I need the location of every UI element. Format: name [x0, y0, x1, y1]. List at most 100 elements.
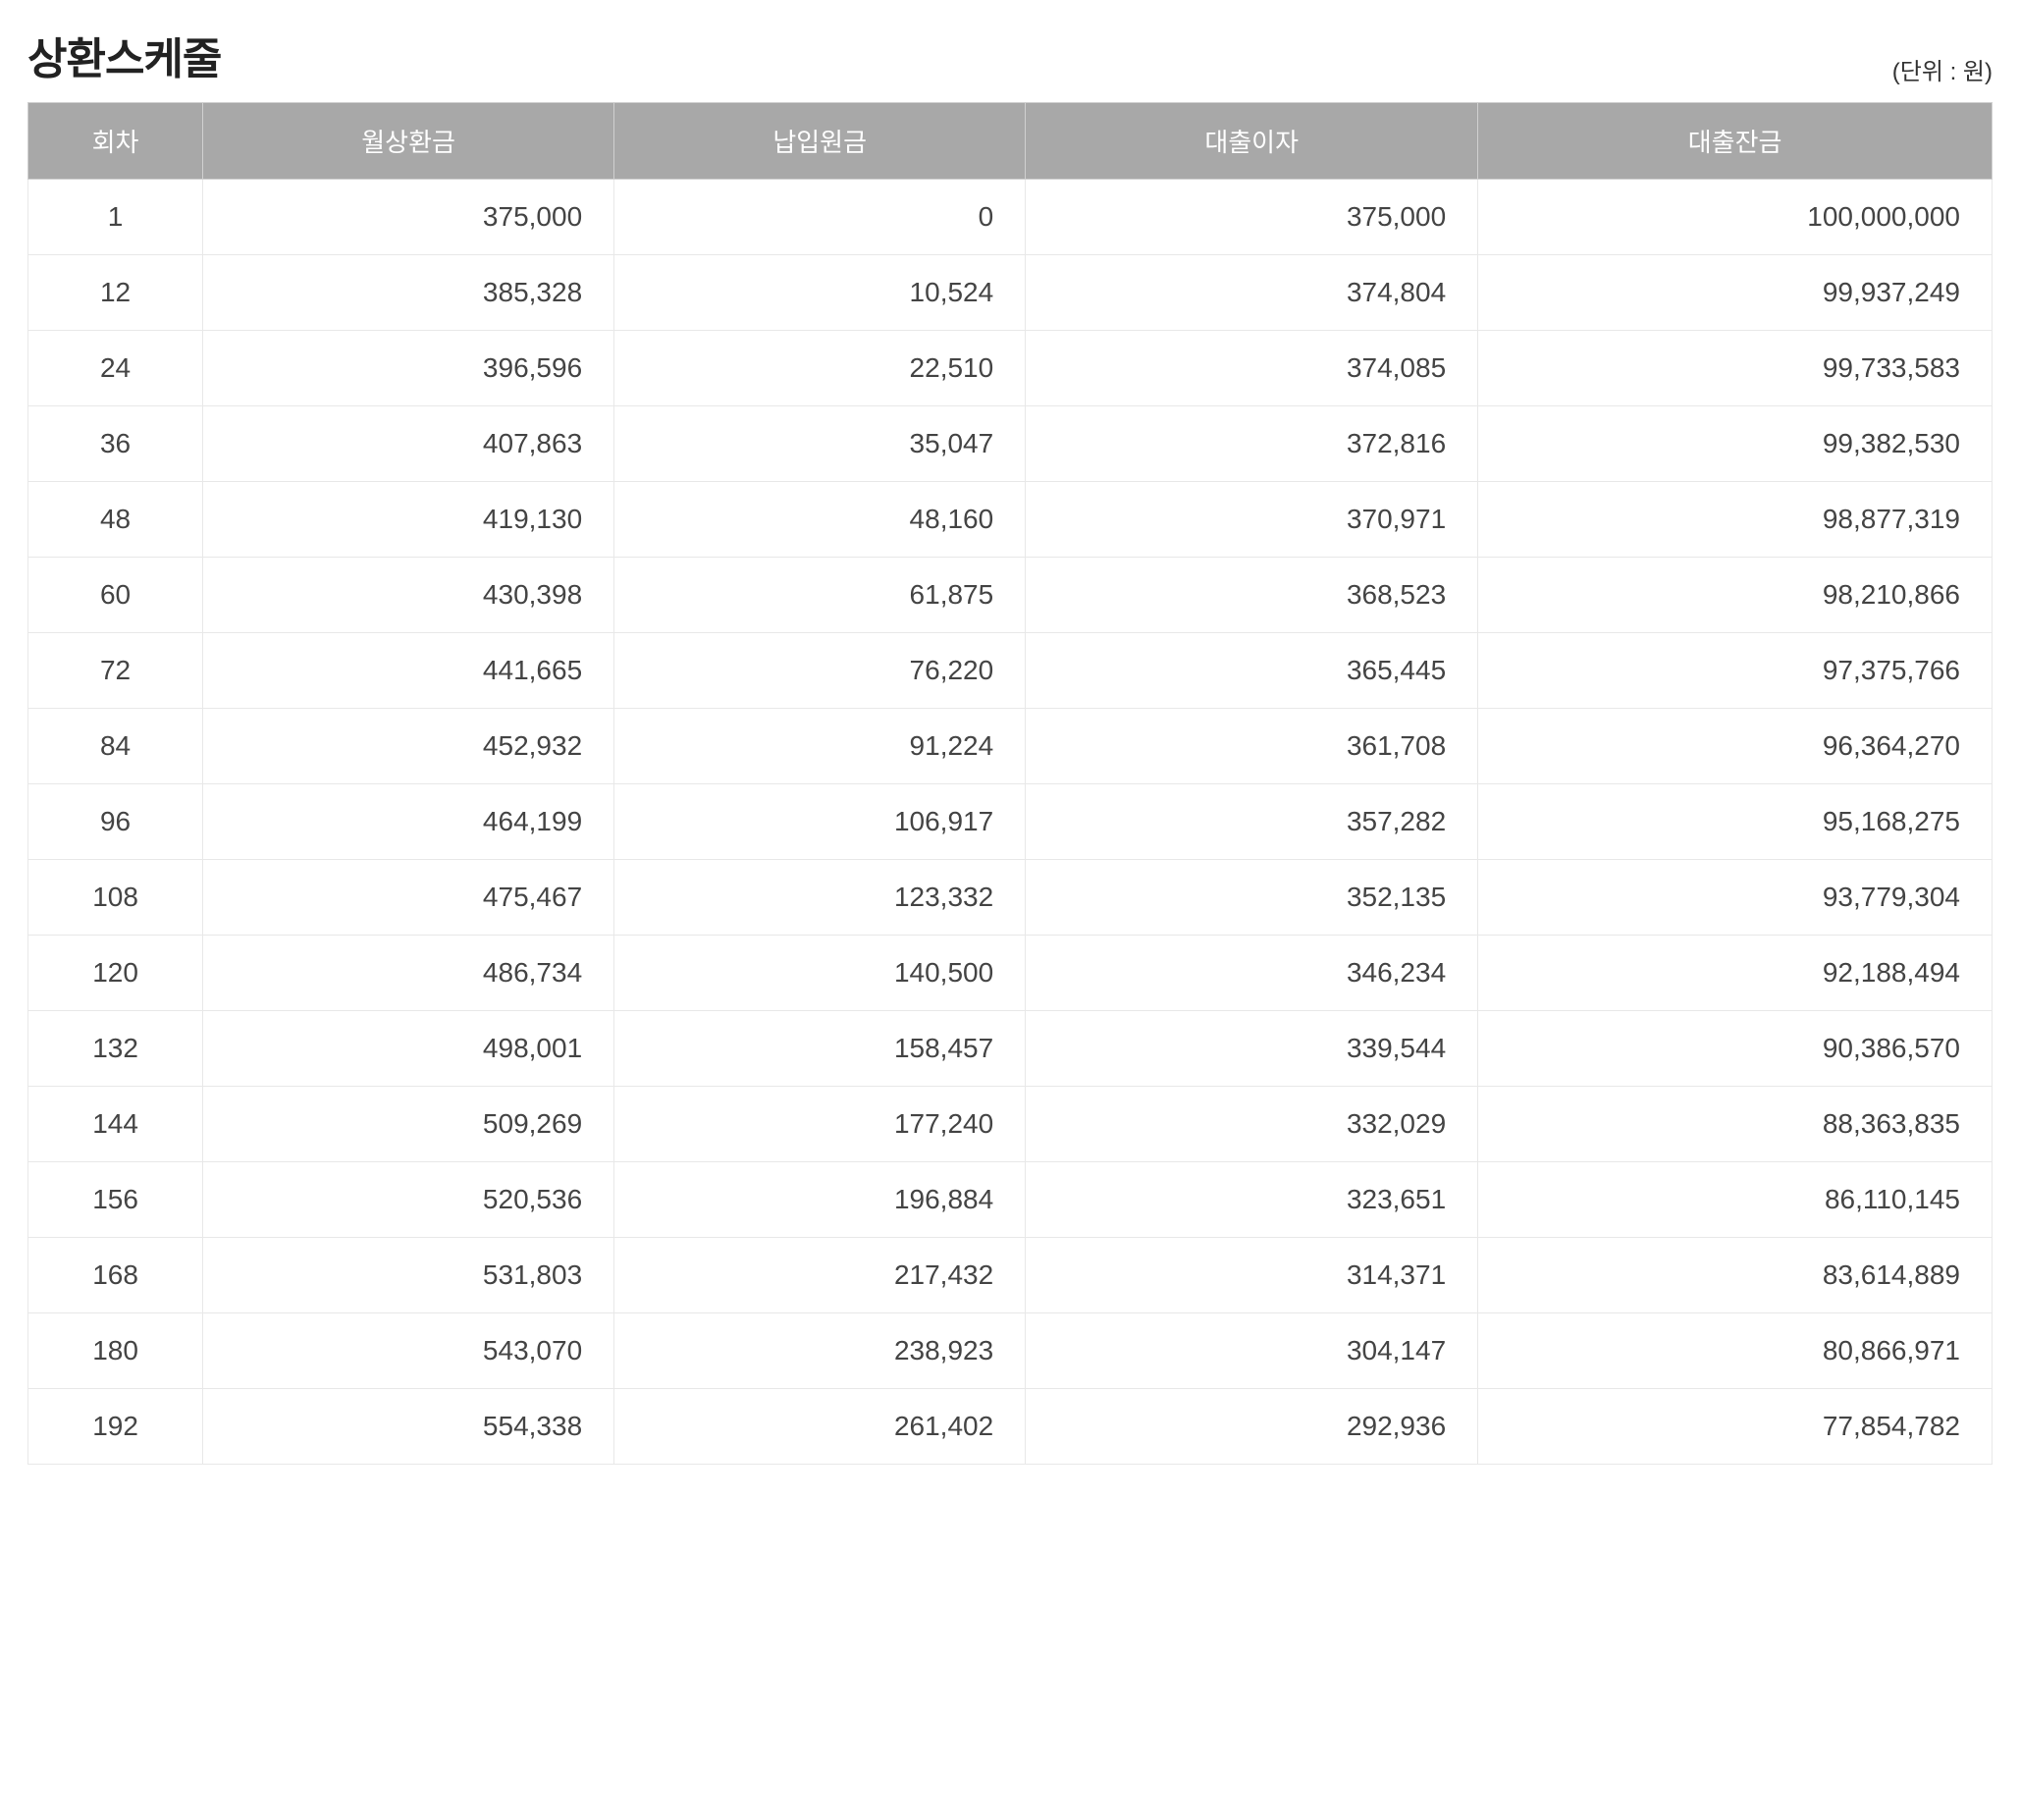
cell-value: 385,328: [203, 255, 614, 331]
cell-period: 192: [28, 1389, 203, 1465]
cell-value: 97,375,766: [1478, 633, 1993, 709]
unit-label: (단위 : 원): [1892, 52, 1993, 86]
cell-value: 372,816: [1026, 406, 1478, 482]
table-row: 168531,803217,432314,37183,614,889: [28, 1238, 1993, 1313]
cell-period: 1: [28, 180, 203, 255]
cell-period: 24: [28, 331, 203, 406]
cell-value: 531,803: [203, 1238, 614, 1313]
table-header-row: 회차 월상환금 납입원금 대출이자 대출잔금: [28, 103, 1993, 180]
cell-period: 96: [28, 784, 203, 860]
cell-value: 554,338: [203, 1389, 614, 1465]
cell-value: 90,386,570: [1478, 1011, 1993, 1087]
cell-value: 158,457: [614, 1011, 1026, 1087]
col-header-interest: 대출이자: [1026, 103, 1478, 180]
cell-value: 407,863: [203, 406, 614, 482]
cell-value: 339,544: [1026, 1011, 1478, 1087]
cell-value: 91,224: [614, 709, 1026, 784]
cell-value: 361,708: [1026, 709, 1478, 784]
header-row: 상환스케줄 (단위 : 원): [27, 24, 1993, 86]
table-row: 192554,338261,402292,93677,854,782: [28, 1389, 1993, 1465]
cell-value: 99,733,583: [1478, 331, 1993, 406]
cell-value: 100,000,000: [1478, 180, 1993, 255]
table-body: 1375,0000375,000100,000,00012385,32810,5…: [28, 180, 1993, 1465]
cell-value: 22,510: [614, 331, 1026, 406]
table-row: 120486,734140,500346,23492,188,494: [28, 936, 1993, 1011]
cell-period: 60: [28, 558, 203, 633]
cell-value: 99,937,249: [1478, 255, 1993, 331]
cell-value: 98,877,319: [1478, 482, 1993, 558]
cell-value: 543,070: [203, 1313, 614, 1389]
cell-value: 332,029: [1026, 1087, 1478, 1162]
cell-value: 498,001: [203, 1011, 614, 1087]
cell-value: 374,804: [1026, 255, 1478, 331]
cell-value: 123,332: [614, 860, 1026, 936]
cell-value: 375,000: [1026, 180, 1478, 255]
cell-value: 35,047: [614, 406, 1026, 482]
page-title: 상환스케줄: [27, 24, 221, 86]
cell-value: 96,364,270: [1478, 709, 1993, 784]
cell-value: 261,402: [614, 1389, 1026, 1465]
cell-period: 144: [28, 1087, 203, 1162]
cell-value: 374,085: [1026, 331, 1478, 406]
cell-period: 12: [28, 255, 203, 331]
table-row: 24396,59622,510374,08599,733,583: [28, 331, 1993, 406]
cell-period: 120: [28, 936, 203, 1011]
cell-period: 36: [28, 406, 203, 482]
cell-value: 0: [614, 180, 1026, 255]
cell-value: 323,651: [1026, 1162, 1478, 1238]
col-header-principal-paid: 납입원금: [614, 103, 1026, 180]
cell-value: 370,971: [1026, 482, 1478, 558]
cell-value: 368,523: [1026, 558, 1478, 633]
cell-period: 108: [28, 860, 203, 936]
cell-value: 419,130: [203, 482, 614, 558]
cell-value: 177,240: [614, 1087, 1026, 1162]
cell-period: 72: [28, 633, 203, 709]
cell-value: 520,536: [203, 1162, 614, 1238]
cell-value: 98,210,866: [1478, 558, 1993, 633]
cell-period: 180: [28, 1313, 203, 1389]
cell-value: 86,110,145: [1478, 1162, 1993, 1238]
cell-period: 168: [28, 1238, 203, 1313]
table-row: 48419,13048,160370,97198,877,319: [28, 482, 1993, 558]
cell-value: 365,445: [1026, 633, 1478, 709]
cell-value: 93,779,304: [1478, 860, 1993, 936]
cell-value: 10,524: [614, 255, 1026, 331]
cell-value: 99,382,530: [1478, 406, 1993, 482]
cell-value: 238,923: [614, 1313, 1026, 1389]
cell-value: 396,596: [203, 331, 614, 406]
table-row: 96464,199106,917357,28295,168,275: [28, 784, 1993, 860]
repayment-schedule-table: 회차 월상환금 납입원금 대출이자 대출잔금 1375,0000375,0001…: [27, 102, 1993, 1465]
cell-value: 475,467: [203, 860, 614, 936]
table-row: 12385,32810,524374,80499,937,249: [28, 255, 1993, 331]
cell-value: 464,199: [203, 784, 614, 860]
cell-value: 314,371: [1026, 1238, 1478, 1313]
col-header-balance: 대출잔금: [1478, 103, 1993, 180]
cell-value: 48,160: [614, 482, 1026, 558]
cell-value: 441,665: [203, 633, 614, 709]
cell-value: 375,000: [203, 180, 614, 255]
cell-value: 346,234: [1026, 936, 1478, 1011]
cell-value: 196,884: [614, 1162, 1026, 1238]
col-header-monthly-payment: 월상환금: [203, 103, 614, 180]
table-row: 108475,467123,332352,13593,779,304: [28, 860, 1993, 936]
cell-value: 88,363,835: [1478, 1087, 1993, 1162]
cell-period: 48: [28, 482, 203, 558]
cell-value: 509,269: [203, 1087, 614, 1162]
cell-value: 83,614,889: [1478, 1238, 1993, 1313]
col-header-period: 회차: [28, 103, 203, 180]
cell-value: 140,500: [614, 936, 1026, 1011]
cell-value: 486,734: [203, 936, 614, 1011]
table-row: 36407,86335,047372,81699,382,530: [28, 406, 1993, 482]
cell-value: 77,854,782: [1478, 1389, 1993, 1465]
cell-value: 80,866,971: [1478, 1313, 1993, 1389]
cell-value: 92,188,494: [1478, 936, 1993, 1011]
table-row: 156520,536196,884323,65186,110,145: [28, 1162, 1993, 1238]
cell-period: 156: [28, 1162, 203, 1238]
cell-period: 84: [28, 709, 203, 784]
cell-value: 106,917: [614, 784, 1026, 860]
cell-value: 352,135: [1026, 860, 1478, 936]
cell-value: 76,220: [614, 633, 1026, 709]
cell-period: 132: [28, 1011, 203, 1087]
cell-value: 430,398: [203, 558, 614, 633]
table-row: 84452,93291,224361,70896,364,270: [28, 709, 1993, 784]
